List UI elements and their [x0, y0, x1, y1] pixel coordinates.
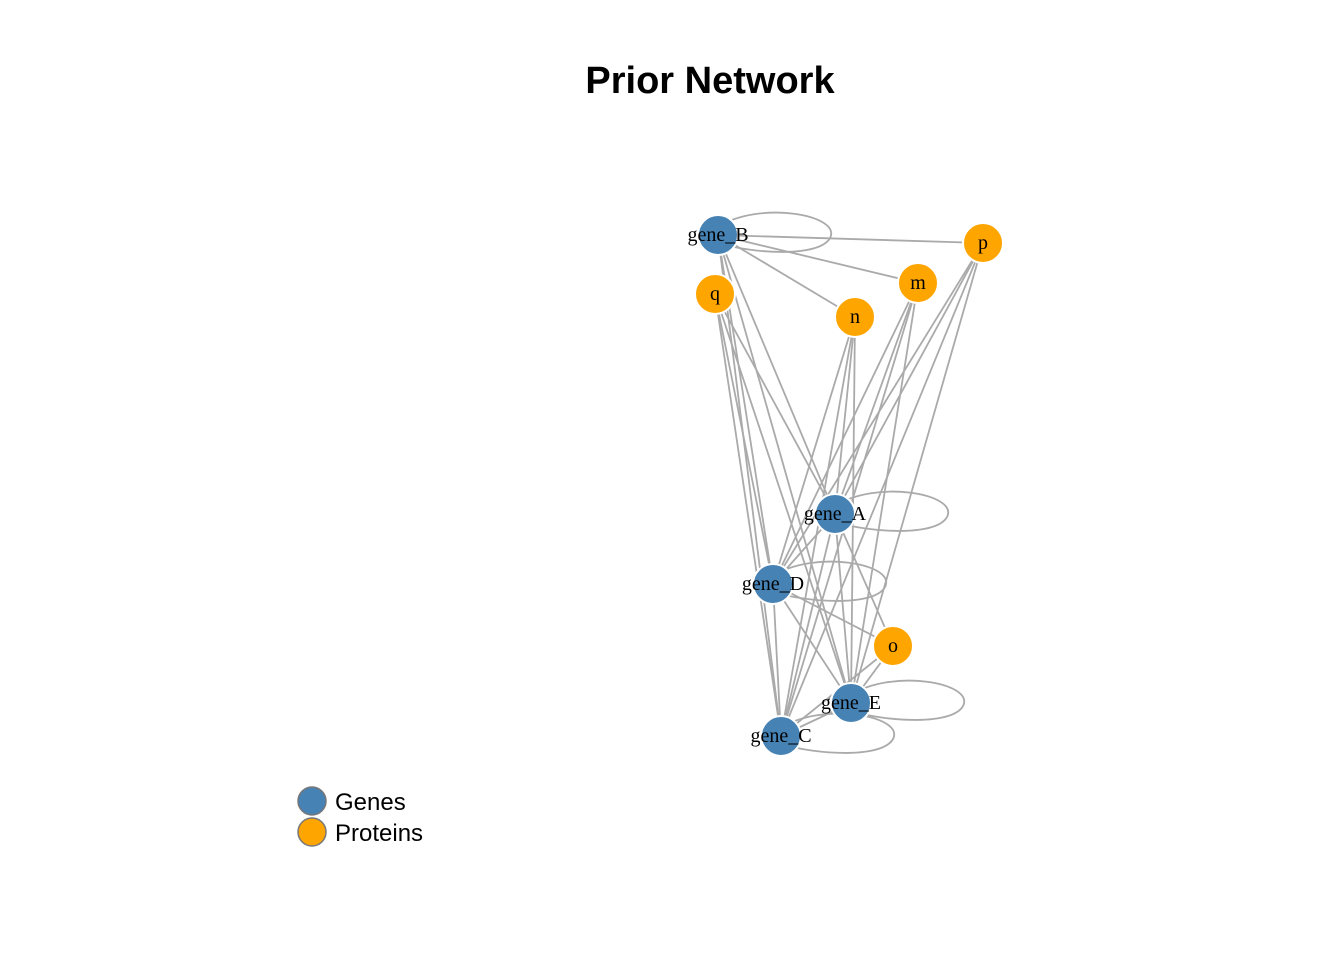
edge-q-gene_D — [714, 293, 774, 585]
node-gene_D-label: gene_D — [742, 573, 804, 595]
node-p-circle — [962, 222, 1004, 264]
edge-gene_C-gene_C — [780, 712, 895, 754]
edge-q-gene_A — [714, 293, 836, 515]
node-o[interactable]: o — [872, 625, 914, 667]
edge-gene_A-gene_E — [834, 513, 852, 704]
node-q-label: q — [710, 283, 720, 305]
edge-gene_D-gene_E — [772, 583, 852, 704]
node-gene_E-label: gene_E — [821, 692, 881, 714]
edge-gene_E-gene_E — [850, 679, 965, 721]
edge-m-gene_A — [834, 282, 919, 515]
node-gene_A[interactable]: gene_A — [804, 493, 867, 535]
node-gene_B-label: gene_B — [687, 224, 748, 246]
edge-n-gene_A — [834, 316, 856, 515]
edge-m-gene_D — [772, 282, 919, 585]
node-gene_E-circle — [830, 682, 872, 724]
legend: Genes Proteins — [297, 786, 423, 847]
edge-gene_B-m — [717, 234, 919, 284]
legend-genes-swatch — [297, 786, 327, 816]
edge-gene_B-p — [717, 234, 984, 244]
edge-p-gene_C — [780, 242, 984, 737]
diagram-title: Prior Network — [585, 60, 835, 102]
nodes-layer: gene_B p q m n gene_A gene_Do gene_E gene_C — [687, 214, 1004, 757]
node-gene_B[interactable]: gene_B — [687, 214, 749, 256]
node-gene_C-label: gene_C — [750, 725, 811, 747]
node-q[interactable]: q — [694, 273, 736, 315]
edge-p-gene_D — [772, 242, 984, 585]
node-m-circle — [897, 262, 939, 304]
node-gene_A-label: gene_A — [804, 503, 867, 525]
edge-p-gene_A — [834, 242, 984, 515]
node-o-circle — [872, 625, 914, 667]
edge-gene_A-gene_A — [834, 490, 949, 532]
node-gene_B-circle — [697, 214, 739, 256]
edge-n-gene_C — [780, 316, 856, 737]
node-gene_D-circle — [752, 563, 794, 605]
edge-gene_B-gene_A — [717, 234, 836, 515]
legend-proteins-label: Proteins — [335, 820, 423, 847]
edges-layer — [714, 211, 984, 754]
node-p-label: p — [978, 232, 988, 254]
node-gene_D[interactable]: gene_D — [742, 563, 804, 605]
node-gene_E[interactable]: gene_E — [821, 682, 881, 724]
node-p[interactable]: p — [962, 222, 1004, 264]
edge-p-gene_E — [850, 242, 984, 704]
node-m[interactable]: m — [897, 262, 939, 304]
node-o-label: o — [888, 635, 898, 657]
node-q-circle — [694, 273, 736, 315]
legend-item-proteins: Proteins — [297, 817, 423, 847]
edge-gene_D-gene_C — [772, 583, 782, 737]
legend-item-genes: Genes — [297, 786, 406, 816]
node-gene_A-circle — [814, 493, 856, 535]
node-n-label: n — [850, 306, 860, 328]
edge-m-gene_E — [850, 282, 919, 704]
node-n-circle — [834, 296, 876, 338]
edge-n-gene_D — [772, 316, 856, 585]
node-gene_C[interactable]: gene_C — [750, 715, 812, 757]
edge-gene_D-o — [772, 583, 894, 647]
legend-proteins-swatch — [297, 817, 327, 847]
edge-gene_B-gene_E — [717, 234, 852, 704]
node-gene_C-circle — [760, 715, 802, 757]
edge-gene_B-gene_B — [717, 211, 832, 253]
edge-gene_A-o — [834, 513, 894, 647]
legend-genes-label: Genes — [335, 789, 406, 816]
edge-gene_B-n — [717, 234, 856, 318]
node-m-label: m — [910, 272, 926, 294]
edge-q-gene_E — [714, 293, 852, 704]
edge-gene_A-gene_C — [780, 513, 836, 737]
node-n[interactable]: n — [834, 296, 876, 338]
edge-q-gene_C — [714, 293, 782, 737]
